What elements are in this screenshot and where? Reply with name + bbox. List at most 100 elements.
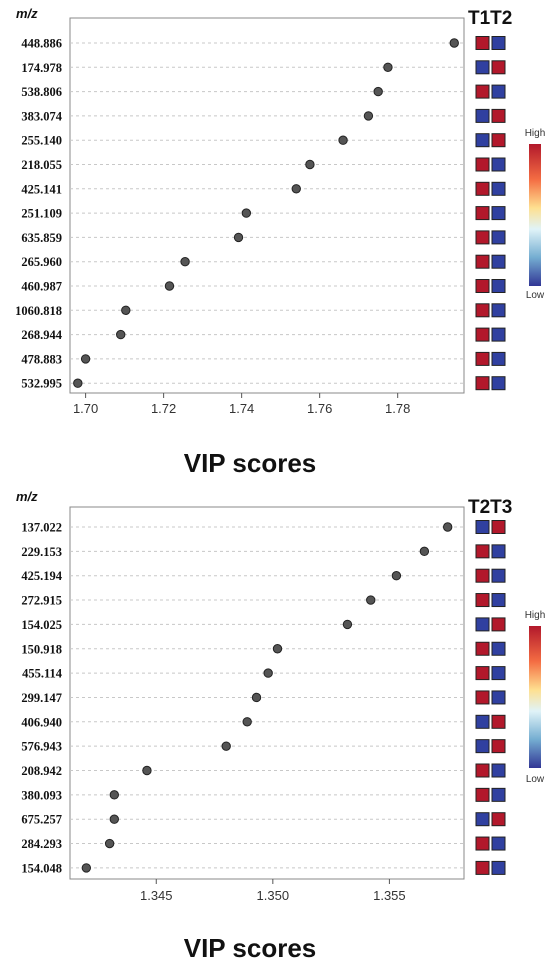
- x-axis-title: VIP scores: [184, 448, 317, 478]
- heatmap-cell: [491, 108, 506, 123]
- mz-label: 406.940: [21, 715, 62, 729]
- mz-label: 268.944: [21, 328, 62, 342]
- vip-point: [142, 765, 152, 776]
- mz-label: 284.293: [21, 837, 62, 851]
- heatmap-cell: [491, 617, 506, 632]
- mz-label: 455.114: [22, 667, 63, 681]
- mz-label: 265.960: [21, 255, 62, 269]
- mz-label: 137.022: [21, 521, 62, 535]
- data-points: [73, 38, 459, 388]
- heatmap-cell: [475, 714, 490, 729]
- mz-label: 425.194: [21, 569, 62, 583]
- heatmap-cell: [475, 520, 490, 534]
- heatmap-cell: [491, 351, 506, 366]
- heatmap-cell: [491, 327, 506, 342]
- plot-frame: [69, 506, 465, 880]
- vip-point: [180, 257, 190, 267]
- mz-label: 272.915: [21, 594, 62, 608]
- heatmap-cell: [475, 230, 490, 245]
- x-tick-label: 1.350: [257, 888, 290, 903]
- grid-lines: [70, 526, 464, 869]
- mz-label: 154.048: [21, 861, 62, 875]
- mz-label: 576.943: [21, 740, 62, 754]
- mz-label: 532.995: [21, 377, 62, 391]
- legend-low-label: Low: [526, 774, 545, 785]
- legend-low-label: Low: [526, 290, 545, 301]
- heatmap-cell: [475, 36, 490, 50]
- vip-point: [305, 159, 315, 170]
- vip-point: [73, 378, 83, 388]
- x-tick-label: 1.76: [307, 401, 332, 416]
- heatmap-cell: [491, 230, 506, 245]
- heatmap-cell: [491, 84, 506, 99]
- x-tick-label: 1.72: [151, 401, 176, 416]
- vip-point: [221, 741, 231, 751]
- mz-label: 538.806: [21, 85, 62, 99]
- heatmap-cell: [491, 787, 506, 802]
- legend-color-bar: [529, 626, 541, 768]
- heatmap-cell: [491, 666, 506, 681]
- heatmap-cell: [491, 303, 506, 318]
- legend-color-bar: [529, 144, 541, 286]
- heatmap-cell: [491, 714, 506, 729]
- heatmap-cell: [491, 739, 506, 754]
- x-tick-label: 1.70: [73, 401, 98, 416]
- y-axis-title: m/z: [16, 6, 38, 21]
- heatmap-cell: [491, 593, 506, 608]
- vip-point: [391, 571, 402, 581]
- legend-high-label: High: [525, 128, 546, 139]
- vip-point: [80, 354, 91, 364]
- mz-label: 251.109: [21, 207, 62, 221]
- mz-label: 154.025: [21, 618, 62, 632]
- vip-chart-t2t3: m/z T2T3 137.022 229.153 425.194 272.915 154…: [16, 489, 545, 963]
- heatmap-cell: [475, 593, 490, 608]
- heatmap-cell: [475, 836, 490, 851]
- heatmap-cell: [475, 327, 490, 342]
- vip-point: [373, 86, 383, 97]
- vip-point: [342, 619, 353, 630]
- data-points: [81, 522, 453, 873]
- heatmap-cell: [491, 641, 506, 656]
- vip-point: [109, 790, 119, 800]
- heatmap-cell: [491, 254, 506, 269]
- heatmap-cell: [475, 812, 490, 827]
- heatmap-cell: [475, 617, 490, 632]
- heatmap-cell: [475, 351, 490, 366]
- heatmap-cell: [491, 279, 506, 293]
- heatmap-cell: [475, 181, 490, 196]
- mz-label: 229.153: [21, 545, 62, 559]
- color-legend: High Low: [525, 128, 546, 301]
- x-tick-label: 1.78: [385, 401, 410, 416]
- x-tick-label: 1.355: [373, 888, 406, 903]
- vip-point: [251, 692, 262, 703]
- x-axis-title: VIP scores: [184, 933, 317, 963]
- vip-point: [242, 717, 252, 727]
- heatmap-cell: [491, 860, 506, 875]
- vip-point: [241, 208, 252, 218]
- heatmap-cell: [491, 36, 506, 50]
- group-title: T1T2: [468, 8, 512, 29]
- vip-chart-t1t2: m/z T1T2 448.886 174.978 538.806 383.074 255…: [15, 6, 546, 478]
- heatmap-cell: [491, 690, 506, 705]
- heatmap-cell: [491, 544, 506, 559]
- heatmap-cell: [475, 303, 490, 318]
- heatmap-cell: [475, 279, 490, 293]
- group-heatmap: [475, 36, 506, 391]
- vip-point: [338, 135, 348, 145]
- heatmap-cell: [491, 376, 506, 391]
- vip-point: [104, 838, 115, 849]
- heatmap-cell: [491, 812, 506, 827]
- heatmap-cell: [475, 84, 490, 99]
- vip-point: [272, 644, 283, 654]
- x-tick-label: 1.345: [140, 888, 173, 903]
- vip-point: [383, 62, 393, 73]
- group-heatmap: [475, 520, 506, 875]
- heatmap-cell: [475, 376, 490, 391]
- mz-label: 208.942: [21, 764, 62, 778]
- heatmap-cell: [475, 763, 490, 778]
- vip-point: [164, 281, 175, 291]
- heatmap-cell: [475, 860, 490, 875]
- vip-point: [116, 329, 126, 340]
- mz-label: 174.978: [21, 61, 62, 75]
- heatmap-cell: [475, 568, 490, 583]
